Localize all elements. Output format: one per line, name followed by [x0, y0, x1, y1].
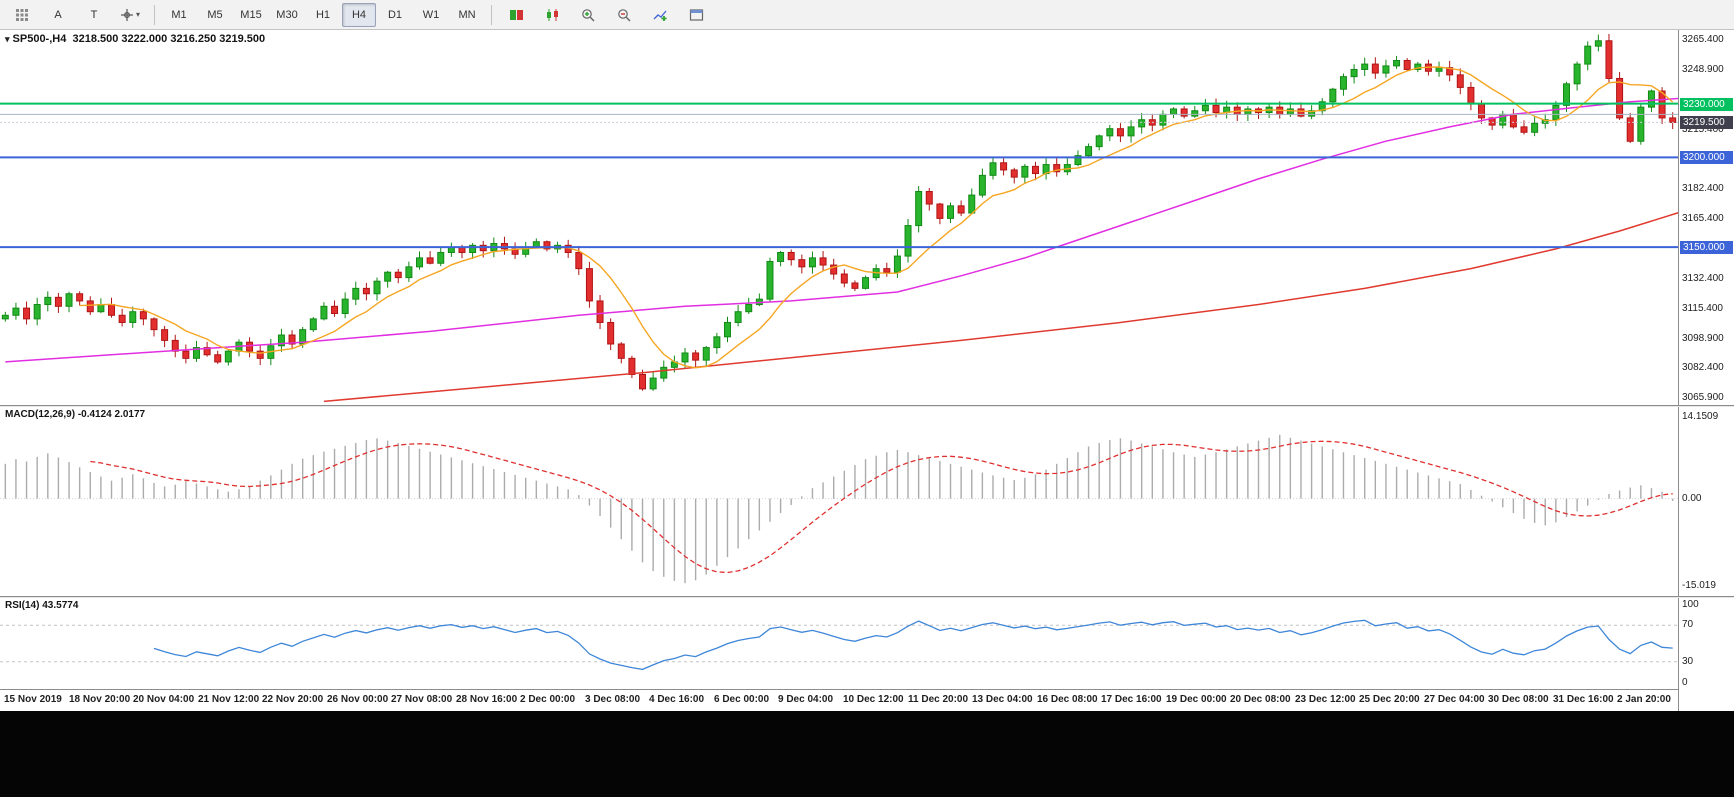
- zoom-in-button[interactable]: [571, 3, 605, 27]
- panel-separator[interactable]: [0, 596, 1734, 598]
- new-order-icon: [509, 8, 524, 22]
- templates-button[interactable]: [679, 3, 713, 27]
- chart-type-candles-button[interactable]: [535, 3, 569, 27]
- chart-symbol-period: SP500-,H4: [12, 33, 67, 45]
- time-axis-label: 16 Dec 08:00: [1037, 694, 1098, 705]
- time-axis-label: 27 Nov 08:00: [391, 694, 453, 705]
- crosshair-tool-button[interactable]: ▾: [113, 3, 147, 27]
- time-axis-label: 22 Nov 20:00: [262, 694, 324, 705]
- macd-panel[interactable]: MACD(12,26,9) -0.4124 2.0177: [0, 407, 1678, 596]
- price-axis-label: 0.00: [1682, 493, 1702, 504]
- price-axis-label: 3115.400: [1682, 303, 1723, 314]
- time-axis-label: 26 Nov 00:00: [327, 694, 389, 705]
- chevron-down-icon: ▾: [135, 10, 140, 19]
- rsi-panel[interactable]: RSI(14) 43.5774: [0, 598, 1678, 689]
- price-axis-label: 3248.900: [1682, 64, 1724, 75]
- price-axis-label: -15.019: [1682, 580, 1716, 591]
- time-axis-label: 21 Nov 12:00: [198, 694, 260, 705]
- time-axis-label: 31 Dec 16:00: [1553, 694, 1614, 705]
- screen-background: [0, 711, 1734, 797]
- time-axis-label: 17 Dec 16:00: [1101, 694, 1162, 705]
- time-axis[interactable]: 15 Nov 2019 18 Nov 20:00 20 Nov 04:00 21 No…: [0, 689, 1678, 711]
- time-axis-label: 23 Dec 12:00: [1295, 694, 1356, 705]
- macd-values: -0.4124 2.0177: [77, 409, 146, 420]
- panel-separator[interactable]: [0, 405, 1734, 407]
- time-axis-label: 20 Dec 08:00: [1230, 694, 1291, 705]
- timeframe-d1-button[interactable]: D1: [387, 8, 403, 21]
- rsi-name: RSI(14): [5, 600, 40, 611]
- price-axis-label: 3098.900: [1682, 333, 1724, 344]
- chart-window: ▾ SP500-,H4 3218.500 3222.000 3216.250 32…: [0, 30, 1734, 711]
- timeframe-h1-button[interactable]: H1: [315, 8, 331, 21]
- annotate-arrow-button[interactable]: A: [54, 8, 62, 21]
- time-axis-label: 6 Dec 00:00: [714, 694, 770, 705]
- chart-ohlc-values: 3218.500 3222.000 3216.250 3219.500: [72, 33, 266, 45]
- price-axis-label: 3165.400: [1682, 213, 1724, 224]
- price-axis-label: 3215.400: [1682, 124, 1724, 135]
- time-axis-label: 9 Dec 04:00: [778, 694, 834, 705]
- rsi-label: RSI(14) 43.5774: [5, 600, 78, 611]
- timeframe-m30-button[interactable]: M30: [276, 8, 298, 21]
- timeframe-w1-button[interactable]: W1: [422, 8, 440, 21]
- price-axis-label: 3219.500: [1680, 116, 1733, 129]
- indicators-icon: [653, 8, 668, 22]
- time-axis-label: 2 Jan 20:00: [1617, 694, 1671, 705]
- time-axis-label: 27 Dec 04:00: [1424, 694, 1485, 705]
- time-axis-label: 2 Dec 00:00: [520, 694, 576, 705]
- price-axis-label: 3200.000: [1680, 151, 1733, 164]
- toolbar: A T ▾ M1 M5 M15 M30 H1 H4 D1 W1 MN: [0, 0, 1734, 30]
- text-label-button[interactable]: T: [90, 8, 98, 21]
- price-axis-label: 3150.000: [1680, 241, 1733, 254]
- price-axis-label: 70: [1682, 619, 1694, 630]
- time-axis-label: 15 Nov 2019: [4, 694, 62, 705]
- macd-name: MACD(12,26,9): [5, 409, 76, 420]
- crosshair-icon: [120, 8, 134, 22]
- time-axis-label: 3 Dec 08:00: [585, 694, 641, 705]
- timeframe-m15-button[interactable]: M15: [240, 8, 262, 21]
- time-axis-label: 10 Dec 12:00: [843, 694, 904, 705]
- time-axis-label: 28 Nov 16:00: [456, 694, 518, 705]
- time-axis-label: 4 Dec 16:00: [649, 694, 705, 705]
- price-axis-label: 3230.000: [1680, 98, 1733, 111]
- time-axis-label: 19 Dec 00:00: [1166, 694, 1227, 705]
- price-axis[interactable]: 3230.000 3219.500 3200.000 3150.000 3265.400…: [1678, 30, 1734, 711]
- timeframe-group: M1 M5 M15 M30 H1 H4 D1 W1 MN: [161, 2, 485, 27]
- price-axis-label: 3265.400: [1682, 34, 1724, 45]
- macd-label: MACD(12,26,9) -0.4124 2.0177: [5, 409, 145, 420]
- time-axis-label: 20 Nov 04:00: [133, 694, 195, 705]
- price-chart-panel[interactable]: ▾ SP500-,H4 3218.500 3222.000 3216.250 32…: [0, 30, 1678, 405]
- toolbar-separator: [154, 4, 155, 25]
- zoom-out-icon: [617, 8, 632, 22]
- toolbar-separator: [491, 4, 492, 25]
- chart-candles-icon: [545, 8, 560, 22]
- timeframe-h4-button[interactable]: H4: [342, 2, 376, 27]
- timeframe-m5-button[interactable]: M5: [207, 8, 223, 21]
- time-axis-label: 25 Dec 20:00: [1359, 694, 1420, 705]
- price-axis-label: 3065.900: [1682, 392, 1724, 403]
- new-order-button[interactable]: [499, 3, 533, 27]
- time-axis-label: 30 Dec 08:00: [1488, 694, 1549, 705]
- price-axis-label: 3132.400: [1682, 273, 1724, 284]
- price-axis-label: 14.1509: [1682, 411, 1719, 422]
- rsi-value: 43.5774: [42, 600, 79, 611]
- timeframe-m1-button[interactable]: M1: [171, 8, 187, 21]
- templates-icon: [689, 8, 704, 22]
- time-axis-label: 11 Dec 20:00: [908, 694, 969, 705]
- indicators-button[interactable]: [643, 3, 677, 27]
- chart-context-arrow-icon[interactable]: ▾: [5, 34, 10, 44]
- time-axis-label: 18 Nov 20:00: [69, 694, 131, 705]
- grid-icon: [15, 8, 29, 22]
- price-axis-label: 3182.400: [1682, 183, 1724, 194]
- price-axis-label: 30: [1682, 656, 1694, 667]
- zoom-in-icon: [581, 8, 596, 22]
- price-axis-label: 100: [1682, 599, 1699, 610]
- time-axis-label: 13 Dec 04:00: [972, 694, 1033, 705]
- timeframe-mn-button[interactable]: MN: [458, 8, 476, 21]
- chart-title: ▾ SP500-,H4 3218.500 3222.000 3216.250 32…: [5, 33, 265, 45]
- zoom-out-button[interactable]: [607, 3, 641, 27]
- grid-toggle-button[interactable]: [5, 3, 39, 27]
- price-axis-label: 3082.400: [1682, 362, 1724, 373]
- price-axis-label: 0: [1682, 677, 1688, 688]
